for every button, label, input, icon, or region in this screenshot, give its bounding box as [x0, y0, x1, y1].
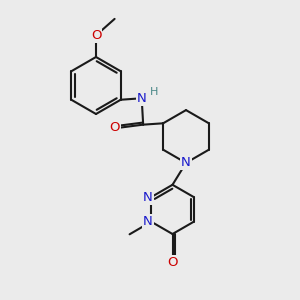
Text: N: N: [181, 156, 191, 170]
Text: N: N: [143, 215, 152, 228]
Text: H: H: [150, 87, 158, 97]
Text: N: N: [137, 92, 147, 105]
Text: O: O: [91, 29, 101, 42]
Text: O: O: [109, 121, 120, 134]
Text: N: N: [143, 190, 152, 204]
Text: O: O: [167, 256, 178, 269]
